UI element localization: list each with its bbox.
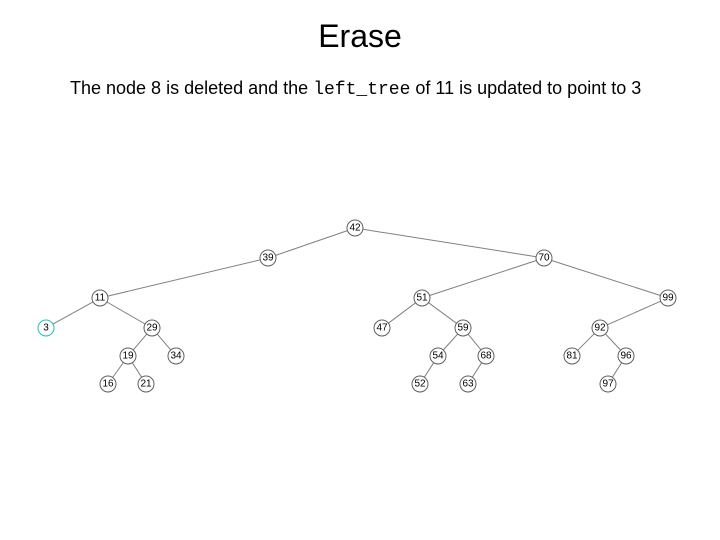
tree-edge <box>363 229 536 256</box>
tree-edge <box>108 260 260 296</box>
description: The node 8 is deleted and the left_tree … <box>70 76 650 102</box>
tree-edge <box>552 261 661 296</box>
tree-edge <box>107 302 145 324</box>
tree-edge <box>424 363 433 378</box>
tree-node-label: 63 <box>462 379 474 390</box>
tree-edge <box>605 334 620 350</box>
tree-diagram: 42 39 70 11 51 99 3 29 47 59 92 19 34 54 68 81 96 16 21 52 6… <box>0 200 720 460</box>
tree-node-label: 51 <box>416 293 428 304</box>
tree-node-label: 34 <box>170 351 182 362</box>
tree-node: 19 <box>120 348 136 364</box>
description-code: left_tree <box>313 80 410 100</box>
tree-edge <box>468 334 481 350</box>
tree-node: 54 <box>430 348 446 364</box>
tree-node: 3 <box>38 320 54 336</box>
page-title: Erase <box>0 18 720 55</box>
tree-node: 63 <box>460 376 476 392</box>
tree-node: 68 <box>478 348 494 364</box>
tree-node-label: 54 <box>432 351 444 362</box>
tree-node-label: 52 <box>414 379 426 390</box>
tree-node-label: 68 <box>480 351 492 362</box>
tree-node: 21 <box>138 376 154 392</box>
tree-node: 59 <box>455 320 471 336</box>
tree-edge <box>132 363 141 378</box>
tree-node-label: 81 <box>566 351 578 362</box>
tree-edge <box>388 303 415 323</box>
tree-node-label: 11 <box>95 293 106 304</box>
tree-edge <box>607 301 660 325</box>
tree-node-label: 21 <box>140 379 152 390</box>
tree-edge <box>429 303 457 324</box>
tree-node-label: 70 <box>538 253 550 264</box>
tree-node: 42 <box>347 220 363 236</box>
tree-svg: 42 39 70 11 51 99 3 29 47 59 92 19 34 54 68 81 96 16 21 52 6… <box>0 200 720 460</box>
tree-edge <box>276 231 348 256</box>
tree-node-label: 97 <box>602 379 614 390</box>
tree-edge <box>612 363 621 378</box>
tree-node: 11 <box>92 290 108 306</box>
tree-node: 29 <box>144 320 160 336</box>
tree-node: 39 <box>260 250 276 266</box>
tree-node-label: 59 <box>457 323 469 334</box>
tree-node: 34 <box>168 348 184 364</box>
tree-node: 70 <box>536 250 552 266</box>
tree-node: 97 <box>600 376 616 392</box>
description-suffix: of 11 is updated to point to 3 <box>410 78 641 98</box>
tree-node: 51 <box>414 290 430 306</box>
tree-edge <box>472 363 481 378</box>
tree-edge <box>133 334 147 350</box>
tree-node-label: 39 <box>262 253 274 264</box>
tree-node-label: 99 <box>662 293 674 304</box>
tree-node: 16 <box>100 376 116 392</box>
tree-edge <box>53 302 93 324</box>
tree-node-label: 96 <box>620 351 632 362</box>
tree-node: 99 <box>660 290 676 306</box>
tree-node: 47 <box>374 320 390 336</box>
tree-node: 81 <box>564 348 580 364</box>
tree-node: 52 <box>412 376 428 392</box>
description-prefix: The node 8 is deleted and the <box>70 78 313 98</box>
tree-edge <box>113 363 124 378</box>
tree-node-label: 42 <box>349 223 361 234</box>
tree-edge <box>578 334 595 351</box>
tree-node-label: 47 <box>376 323 388 334</box>
tree-edge <box>430 261 537 296</box>
tree-node: 92 <box>592 320 608 336</box>
tree-node: 96 <box>618 348 634 364</box>
tree-edge <box>443 334 457 350</box>
tree-node-label: 19 <box>122 351 134 362</box>
tree-node-label: 3 <box>43 323 49 334</box>
tree-node-label: 16 <box>102 379 114 390</box>
tree-node-label: 29 <box>146 323 158 334</box>
tree-edge <box>157 334 171 350</box>
tree-node-label: 92 <box>594 323 606 334</box>
